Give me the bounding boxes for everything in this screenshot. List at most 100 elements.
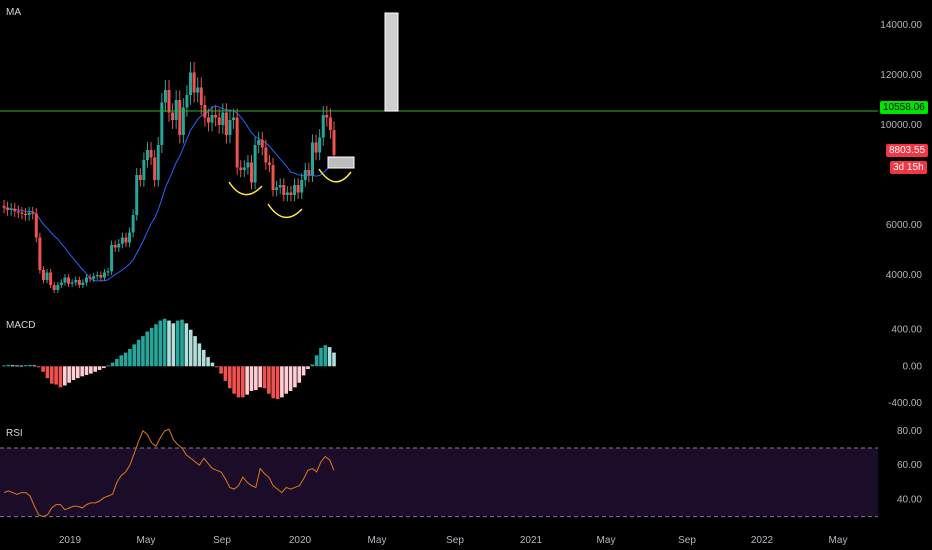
candle-body (135, 175, 139, 215)
candle-body (199, 87, 203, 105)
macd-histogram-bar (15, 365, 19, 367)
main-y-tick-label: 4000.00 (886, 270, 923, 281)
candle-body (303, 170, 307, 180)
candle-body (49, 272, 53, 285)
candle-body (128, 232, 132, 243)
candle-body (235, 117, 239, 168)
candle-body (9, 208, 13, 210)
candle-body (95, 275, 99, 277)
candle-body (34, 213, 38, 238)
macd-histogram-bar (49, 366, 54, 384)
rsi-y-tick-label: 40.00 (897, 494, 922, 505)
candle-body (246, 162, 250, 168)
x-axis-tick-label: May (137, 535, 156, 546)
main-y-tick-label: 6000.00 (886, 220, 923, 231)
macd-histogram-bar (102, 366, 106, 369)
rsi-y-tick-label: 80.00 (897, 426, 922, 437)
projection-box (384, 12, 399, 112)
yellow-arc-middle (267, 203, 303, 218)
candle-body (221, 112, 225, 125)
candle-body (206, 117, 210, 123)
candle-body (102, 272, 106, 278)
macd-histogram-bar (93, 366, 97, 372)
candle-body (31, 212, 35, 214)
x-axis-tick-label: 2019 (59, 535, 82, 546)
macd-histogram-bar (201, 349, 206, 367)
candle-body (85, 277, 88, 283)
macd-histogram-bar (54, 366, 58, 385)
macd-histogram-bar (123, 352, 128, 367)
macd-histogram-bar (162, 318, 167, 367)
candle-body (167, 90, 171, 113)
candle-body (224, 112, 228, 135)
macd-histogram-bar (293, 366, 297, 388)
macd-histogram-bar (6, 364, 11, 367)
macd-histogram-bar (262, 366, 267, 389)
candle-body (59, 282, 63, 285)
candle-body (27, 212, 31, 215)
macd-histogram-bar (184, 323, 189, 367)
macd-histogram-bar (241, 366, 245, 398)
macd-histogram-bar (275, 366, 280, 400)
candle-body (145, 150, 149, 160)
candle-body (260, 140, 264, 148)
candle-body (131, 215, 135, 233)
macd-histogram-bar (227, 366, 232, 389)
macd-y-tick-label: 400.00 (891, 325, 922, 336)
candle-body (2, 205, 6, 208)
candle-body (185, 95, 189, 108)
macd-histogram-bar (306, 366, 310, 370)
candle-body (56, 285, 60, 290)
macd-histogram-bar (89, 366, 93, 374)
macd-histogram-bar (67, 366, 71, 383)
macd-histogram-bar (145, 331, 150, 367)
main-y-tick-label: 12000.00 (880, 70, 922, 81)
macd-histogram-bar (10, 365, 15, 367)
macd-pane-label: MACD (6, 320, 36, 331)
macd-histogram-bar (236, 366, 241, 398)
candle-body (253, 145, 257, 183)
macd-histogram-bar (62, 366, 67, 386)
rsi-y-tick-label: 60.00 (897, 460, 922, 471)
macd-histogram-bar (284, 366, 289, 394)
candle-body (178, 100, 182, 135)
macd-histogram-bar (219, 366, 223, 374)
macd-histogram-bar (19, 365, 24, 367)
candle-body (321, 115, 325, 138)
macd-histogram-bar (45, 366, 50, 379)
candle-body (278, 185, 282, 188)
macd-histogram-bar (271, 366, 276, 399)
candle-body (275, 187, 279, 190)
macd-histogram-bar (214, 366, 219, 368)
macd-histogram-bar (128, 348, 132, 367)
macd-histogram-bar (332, 352, 336, 367)
macd-histogram-bar (80, 366, 84, 377)
yellow-arc-left (228, 181, 263, 196)
candle-body (296, 185, 300, 193)
macd-histogram-bar (288, 366, 293, 391)
candle-body (70, 282, 74, 284)
x-axis-tick-label: 2022 (751, 535, 774, 546)
x-axis-tick-label: Sep (446, 535, 464, 546)
main-y-tick-label: 10000.00 (880, 120, 922, 131)
macd-histogram-bar (232, 366, 236, 394)
macd-histogram-bar (310, 364, 315, 367)
countdown-tag: 3d 15h (890, 161, 927, 174)
macd-histogram-bar (154, 324, 158, 367)
macd-histogram-bar (180, 319, 184, 367)
macd-histogram-bar (249, 366, 254, 391)
macd-histogram-bar (106, 365, 111, 367)
candle-body (52, 285, 56, 290)
candle-body (67, 277, 71, 284)
macd-histogram-bar (254, 366, 258, 391)
candle-body (293, 185, 297, 195)
macd-histogram-bar (32, 365, 37, 367)
candle-body (106, 271, 110, 273)
main-y-tick-label: 14000.00 (880, 20, 922, 31)
x-axis-tick-label: Sep (678, 535, 696, 546)
macd-histogram-bar (119, 355, 124, 367)
macd-histogram-bar (76, 366, 80, 379)
candle-body (192, 72, 196, 93)
candle-body (41, 270, 45, 280)
